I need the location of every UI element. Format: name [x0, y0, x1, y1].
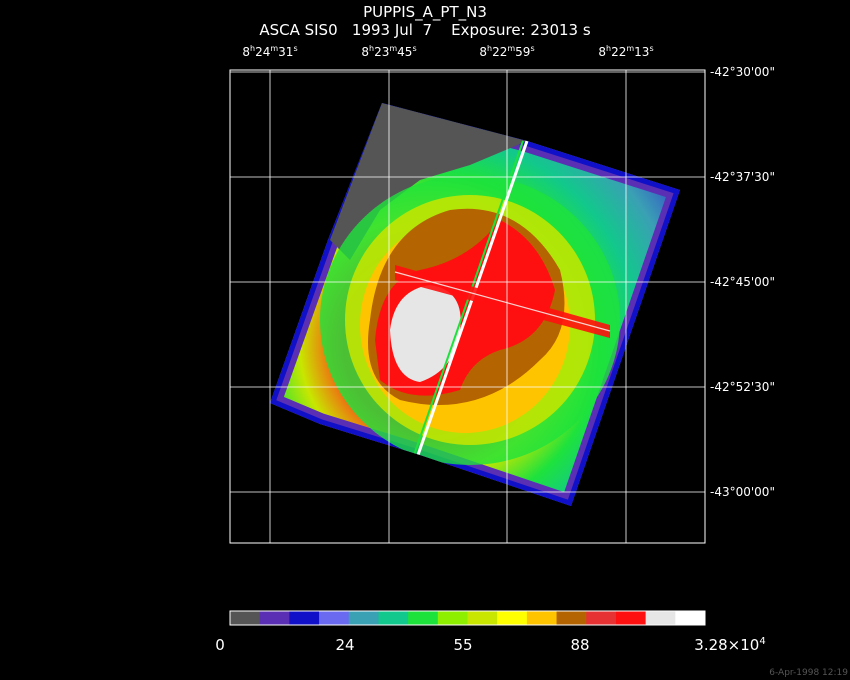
plot-timestamp: 6-Apr-1998 12:19: [769, 668, 848, 678]
ra-tick-label-4: 8h22m13s: [598, 44, 654, 59]
plot-frame: [229, 69, 706, 544]
ra-tick-label-3: 8h22m59s: [479, 44, 535, 59]
ra-tick-label-1: 8h24m31s: [242, 44, 298, 59]
ra-tick-label-2: 8h23m45s: [361, 44, 417, 59]
colorbar-label-4: 88: [570, 636, 590, 654]
dec-tick-label-5: -43°00'00": [710, 485, 775, 499]
colorbar-cell: [259, 611, 290, 625]
colorbar-cell: [378, 611, 409, 625]
colorbar-cell: [586, 611, 617, 625]
colorbar-cell: [289, 611, 320, 625]
colorbar-cell: [437, 611, 468, 625]
colorbar-cell: [467, 611, 498, 625]
colorbar-label-3: 55: [453, 636, 473, 654]
dec-tick-label-1: -42°30'00": [710, 65, 775, 79]
observation-info: ASCA SIS0 1993 Jul 7 Exposure: 23013 s: [259, 21, 591, 39]
colorbar-cell: [615, 611, 647, 625]
colorbar-cell: [526, 611, 558, 625]
colorbar-cell: [230, 611, 261, 625]
colorbar-cell: [348, 611, 379, 625]
colorbar-cell: [645, 611, 676, 625]
dec-tick-label-4: -42°52'30": [710, 380, 775, 394]
colorbar-cell: [319, 611, 350, 625]
dec-tick-label-3: -42°45'00": [710, 275, 775, 289]
dec-tick-label-2: -42°37'30": [710, 170, 775, 184]
image-title: PUPPIS_A_PT_N3: [363, 3, 487, 21]
colorbar-cell: [408, 611, 439, 625]
colorbar-cell: [556, 611, 587, 625]
colorbar-max-label: 3.28×104: [694, 636, 766, 654]
coordinate-grid: [230, 70, 705, 543]
detector-field: [270, 103, 680, 506]
colorbar-label-2: 24: [335, 636, 355, 654]
colorbar-cell: [675, 611, 706, 625]
colorbar: [230, 611, 706, 625]
colorbar-cell: [497, 611, 528, 625]
colorbar-frame: [229, 610, 706, 626]
colorbar-label-1: 0: [215, 636, 225, 654]
